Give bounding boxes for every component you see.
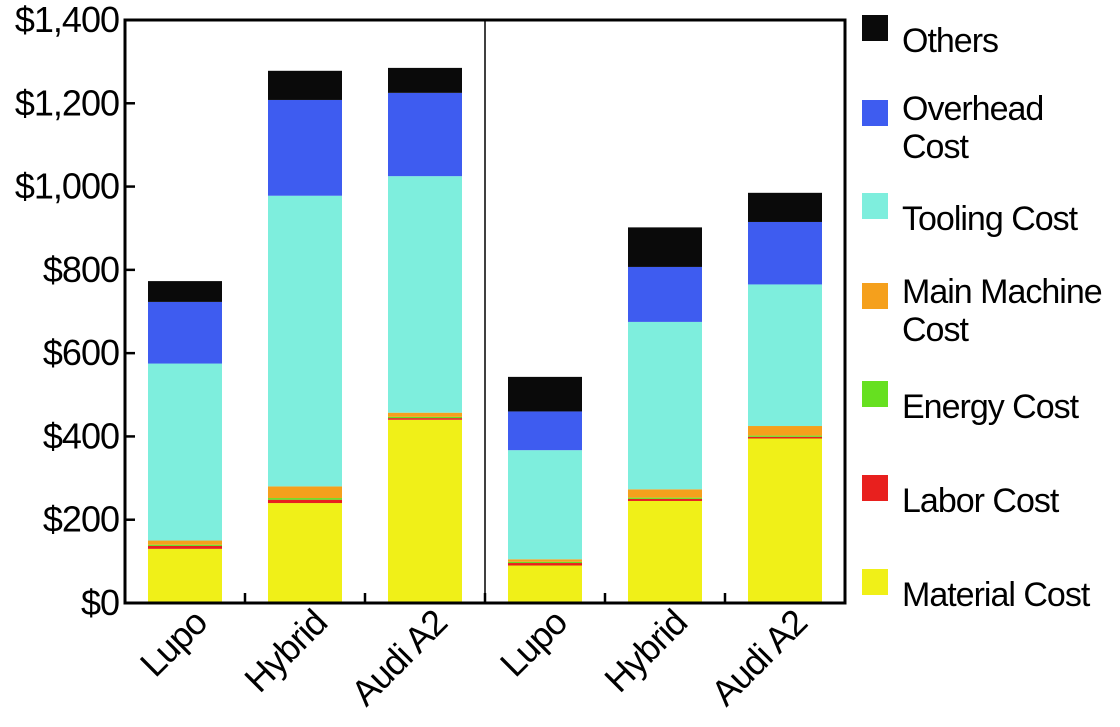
legend-label: Cost: [902, 311, 969, 349]
bar-segment: [628, 498, 702, 501]
legend-label: Material Cost: [902, 576, 1091, 614]
bar-segment: [508, 561, 582, 564]
y-tick-label: $600: [43, 332, 119, 373]
bar-segment: [508, 563, 582, 566]
bar-segment: [748, 436, 822, 439]
y-tick-label: $800: [43, 249, 119, 290]
bar-segment: [268, 99, 342, 196]
bar-segment: [388, 416, 462, 419]
bar-segment: [388, 418, 462, 420]
bar-segment: [628, 321, 702, 490]
legend-swatch: [862, 100, 888, 126]
y-tick-label: $1,200: [15, 82, 119, 123]
legend-label: Overhead: [902, 90, 1043, 128]
bar-segment: [748, 284, 822, 427]
bar-segment: [508, 450, 582, 560]
bar-segment: [748, 192, 822, 222]
bar-segment: [268, 195, 342, 487]
x-category-label: Hybrid: [596, 602, 694, 700]
legend-label: Energy Cost: [902, 388, 1080, 426]
legend-swatch: [862, 283, 888, 309]
bar-segment: [268, 499, 342, 504]
y-tick-label: $400: [43, 415, 119, 456]
bar-segment: [268, 503, 342, 603]
bar-segment: [748, 438, 822, 603]
bar-segment: [628, 227, 702, 267]
legend-label: Labor Cost: [902, 482, 1060, 520]
legend-label: Others: [902, 22, 998, 60]
bar-segment: [148, 540, 222, 545]
bar-segment: [508, 411, 582, 451]
x-category-label: Lupo: [132, 602, 215, 685]
y-tick-label: $1,400: [15, 0, 119, 40]
bar-segment: [628, 500, 702, 603]
bar-segment: [148, 363, 222, 541]
legend-swatch: [862, 475, 888, 501]
legend-swatch: [862, 15, 888, 41]
bar-segment: [748, 221, 822, 285]
legend-swatch: [862, 381, 888, 407]
legend-swatch: [862, 569, 888, 595]
bar-segment: [148, 544, 222, 546]
bar-segment: [748, 435, 822, 437]
bar-segment: [628, 489, 702, 498]
bar-segment: [268, 486, 342, 499]
bar-segment: [148, 281, 222, 302]
legend-swatch: [862, 193, 888, 219]
bar-segment: [628, 497, 702, 499]
y-tick-label: $0: [81, 582, 119, 623]
bar-segment: [508, 559, 582, 562]
bar-segment: [148, 548, 222, 603]
bar-segment: [388, 419, 462, 603]
bar-segment: [268, 70, 342, 100]
bar-segment: [388, 92, 462, 177]
x-category-label: Lupo: [492, 602, 575, 685]
x-category-label: Hybrid: [236, 602, 334, 700]
legend-label: Tooling Cost: [902, 200, 1079, 238]
x-category-label: Audi A2: [343, 602, 455, 714]
bar-segment: [148, 545, 222, 549]
bar-segment: [148, 301, 222, 364]
y-tick-label: $1,000: [15, 166, 119, 207]
bar-segment: [388, 67, 462, 93]
x-category-label: Audi A2: [703, 602, 815, 714]
bars: [148, 67, 822, 603]
legend-label: Main Machine: [902, 273, 1102, 311]
bar-segment: [508, 565, 582, 603]
y-tick-label: $200: [43, 499, 119, 540]
bar-segment: [388, 412, 462, 417]
bar-segment: [268, 498, 342, 500]
bar-segment: [388, 176, 462, 413]
bar-segment: [748, 426, 822, 436]
legend-label: Cost: [902, 128, 969, 166]
bar-segment: [628, 266, 702, 322]
bar-segment: [508, 376, 582, 412]
